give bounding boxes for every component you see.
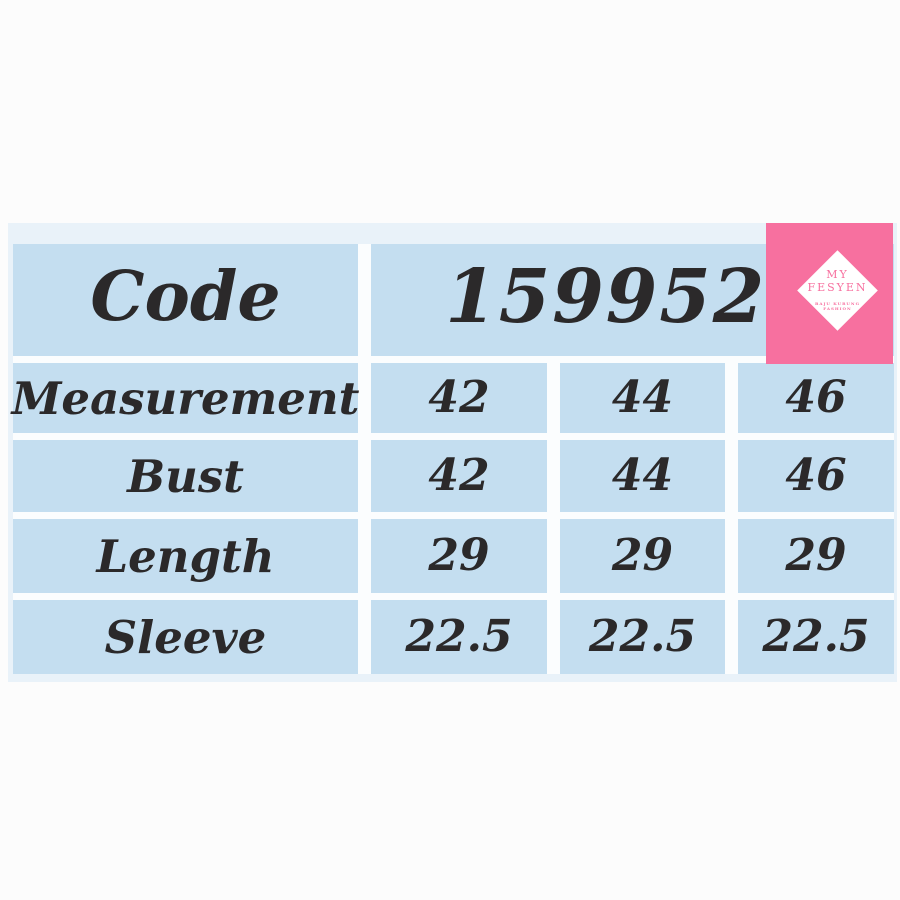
bust-value-size1: 42	[371, 440, 547, 512]
sleeve-value-size3: 22.5	[738, 600, 894, 674]
row-label-measurement: Measurement	[12, 363, 359, 433]
logo-tagline-line2: FASHION	[823, 306, 852, 312]
brand-logo: MY FESYEN BAJU KURUNG FASHION	[766, 223, 893, 364]
size-chart-panel: Code 1599526 Measurement 42 44 46 Bust 4…	[8, 223, 897, 682]
sleeve-value-size1: 22.5	[371, 600, 547, 674]
logo-brand-line1: MY	[826, 268, 849, 282]
sleeve-value-size2: 22.5	[560, 600, 725, 674]
row-label-bust: Bust	[13, 440, 358, 512]
bust-value-size2: 44	[560, 440, 725, 512]
length-value-size2: 29	[560, 519, 725, 593]
row-label-length: Length	[13, 519, 358, 593]
measurement-value-size2: 44	[560, 363, 725, 433]
logo-brand-line2: FESYEN	[807, 280, 868, 294]
logo-text: MY FESYEN BAJU KURUNG FASHION	[782, 223, 893, 358]
length-value-size1: 29	[371, 519, 547, 593]
length-value-size3: 29	[738, 519, 894, 593]
measurement-value-size3: 46	[738, 363, 894, 433]
size-chart-table: Code 1599526 Measurement 42 44 46 Bust 4…	[12, 244, 894, 674]
code-label-cell: Code	[13, 244, 358, 356]
bust-value-size3: 46	[738, 440, 894, 512]
row-label-sleeve: Sleeve	[13, 600, 358, 674]
logo-tagline-line1: BAJU KURUNG	[815, 300, 860, 306]
measurement-value-size1: 42	[371, 363, 547, 433]
